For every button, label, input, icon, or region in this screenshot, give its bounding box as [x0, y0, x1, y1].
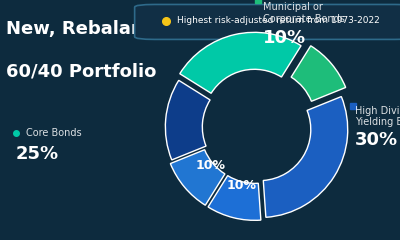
Text: 10%: 10% — [226, 179, 256, 192]
Text: Highest risk-adjusted return from 1973-2022: Highest risk-adjusted return from 1973-2… — [177, 16, 380, 25]
Text: New, Rebalanced: New, Rebalanced — [6, 20, 180, 38]
Text: Core Bonds: Core Bonds — [26, 128, 81, 138]
Wedge shape — [291, 46, 346, 101]
Wedge shape — [180, 32, 301, 93]
Wedge shape — [208, 176, 261, 220]
Text: 10%: 10% — [263, 29, 306, 47]
Wedge shape — [263, 96, 348, 217]
Text: 30%: 30% — [354, 131, 398, 149]
Text: 60/40 Portfolio: 60/40 Portfolio — [6, 63, 157, 81]
Text: 25%: 25% — [16, 144, 59, 163]
Wedge shape — [165, 80, 210, 160]
Text: High Divide
Yielding Equ.: High Divide Yielding Equ. — [354, 106, 400, 127]
Text: Municipal or
Corporate Bonds: Municipal or Corporate Bonds — [263, 2, 345, 24]
FancyBboxPatch shape — [135, 5, 400, 39]
Wedge shape — [170, 150, 225, 205]
Text: 10%: 10% — [195, 159, 225, 172]
